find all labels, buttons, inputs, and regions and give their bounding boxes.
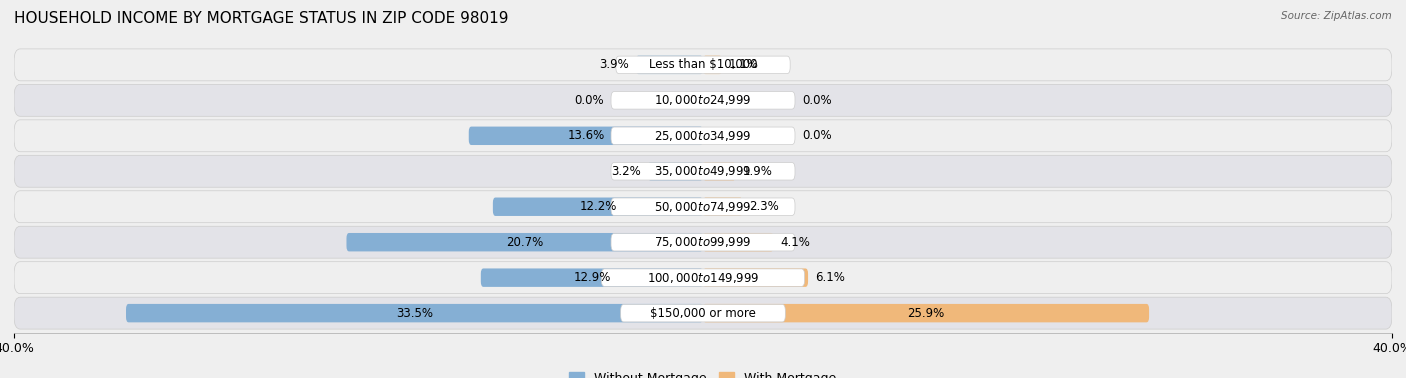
Text: 3.9%: 3.9% [599,58,628,71]
Text: $75,000 to $99,999: $75,000 to $99,999 [654,235,752,249]
FancyBboxPatch shape [703,304,1149,322]
FancyBboxPatch shape [14,49,1392,81]
FancyBboxPatch shape [127,304,703,322]
Legend: Without Mortgage, With Mortgage: Without Mortgage, With Mortgage [564,367,842,378]
Text: $10,000 to $24,999: $10,000 to $24,999 [654,93,752,107]
FancyBboxPatch shape [703,268,808,287]
Text: 2.3%: 2.3% [749,200,779,213]
FancyBboxPatch shape [703,162,735,180]
Text: Less than $10,000: Less than $10,000 [648,58,758,71]
Text: 1.9%: 1.9% [742,165,772,178]
FancyBboxPatch shape [346,233,703,251]
Text: 0.0%: 0.0% [575,94,605,107]
FancyBboxPatch shape [648,162,703,180]
FancyBboxPatch shape [703,56,721,74]
Text: $100,000 to $149,999: $100,000 to $149,999 [647,271,759,285]
FancyBboxPatch shape [14,297,1392,329]
Text: Source: ZipAtlas.com: Source: ZipAtlas.com [1281,11,1392,21]
Text: $50,000 to $74,999: $50,000 to $74,999 [654,200,752,214]
FancyBboxPatch shape [703,233,773,251]
Text: 13.6%: 13.6% [567,129,605,142]
Text: 12.9%: 12.9% [574,271,610,284]
FancyBboxPatch shape [14,120,1392,152]
Text: HOUSEHOLD INCOME BY MORTGAGE STATUS IN ZIP CODE 98019: HOUSEHOLD INCOME BY MORTGAGE STATUS IN Z… [14,11,509,26]
FancyBboxPatch shape [14,155,1392,187]
FancyBboxPatch shape [14,191,1392,223]
Text: 25.9%: 25.9% [907,307,945,320]
FancyBboxPatch shape [612,91,794,109]
FancyBboxPatch shape [612,198,794,215]
FancyBboxPatch shape [612,127,794,144]
Text: 0.0%: 0.0% [801,129,831,142]
FancyBboxPatch shape [468,127,703,145]
FancyBboxPatch shape [612,163,794,180]
FancyBboxPatch shape [616,56,790,74]
Text: 0.0%: 0.0% [801,94,831,107]
Text: 1.1%: 1.1% [728,58,759,71]
FancyBboxPatch shape [14,226,1392,258]
FancyBboxPatch shape [14,84,1392,116]
Text: 3.2%: 3.2% [612,165,641,178]
Text: $35,000 to $49,999: $35,000 to $49,999 [654,164,752,178]
Text: 12.2%: 12.2% [579,200,617,213]
FancyBboxPatch shape [494,198,703,216]
Text: $25,000 to $34,999: $25,000 to $34,999 [654,129,752,143]
Text: 33.5%: 33.5% [396,307,433,320]
FancyBboxPatch shape [703,198,742,216]
Text: 20.7%: 20.7% [506,236,543,249]
FancyBboxPatch shape [612,234,794,251]
FancyBboxPatch shape [636,56,703,74]
Text: 6.1%: 6.1% [815,271,845,284]
FancyBboxPatch shape [481,268,703,287]
FancyBboxPatch shape [620,304,786,322]
FancyBboxPatch shape [14,262,1392,294]
FancyBboxPatch shape [602,269,804,287]
Text: $150,000 or more: $150,000 or more [650,307,756,320]
Text: 4.1%: 4.1% [780,236,810,249]
